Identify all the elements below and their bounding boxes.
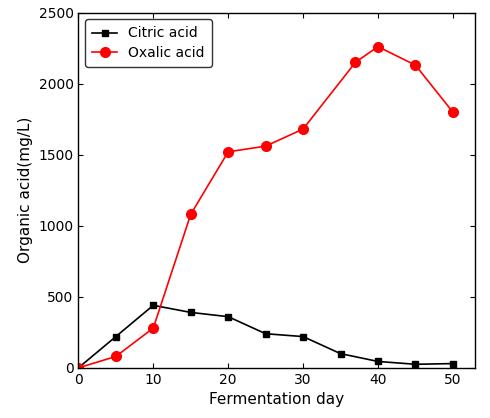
Line: Citric acid: Citric acid: [75, 302, 456, 371]
Oxalic acid: [300, 127, 306, 132]
Oxalic acid: [375, 44, 381, 49]
Oxalic acid: [188, 212, 194, 217]
Citric acid: [300, 334, 306, 339]
Citric acid: [450, 361, 456, 366]
Citric acid: [225, 314, 231, 319]
Oxalic acid: [113, 354, 119, 359]
Citric acid: [263, 331, 269, 336]
Citric acid: [338, 351, 343, 356]
Oxalic acid: [413, 63, 418, 68]
Citric acid: [413, 362, 418, 367]
Oxalic acid: [75, 365, 81, 370]
Oxalic acid: [150, 326, 156, 331]
Legend: Citric acid, Oxalic acid: Citric acid, Oxalic acid: [85, 20, 212, 67]
Y-axis label: Organic acid(mg/L): Organic acid(mg/L): [18, 117, 33, 263]
Oxalic acid: [352, 60, 358, 65]
Oxalic acid: [225, 149, 231, 154]
Citric acid: [75, 365, 81, 370]
Citric acid: [150, 303, 156, 308]
Citric acid: [375, 359, 381, 364]
Oxalic acid: [263, 144, 269, 149]
Line: Oxalic acid: Oxalic acid: [74, 42, 458, 373]
Citric acid: [188, 310, 194, 315]
Citric acid: [113, 334, 119, 339]
X-axis label: Fermentation day: Fermentation day: [209, 392, 344, 407]
Oxalic acid: [450, 110, 456, 115]
